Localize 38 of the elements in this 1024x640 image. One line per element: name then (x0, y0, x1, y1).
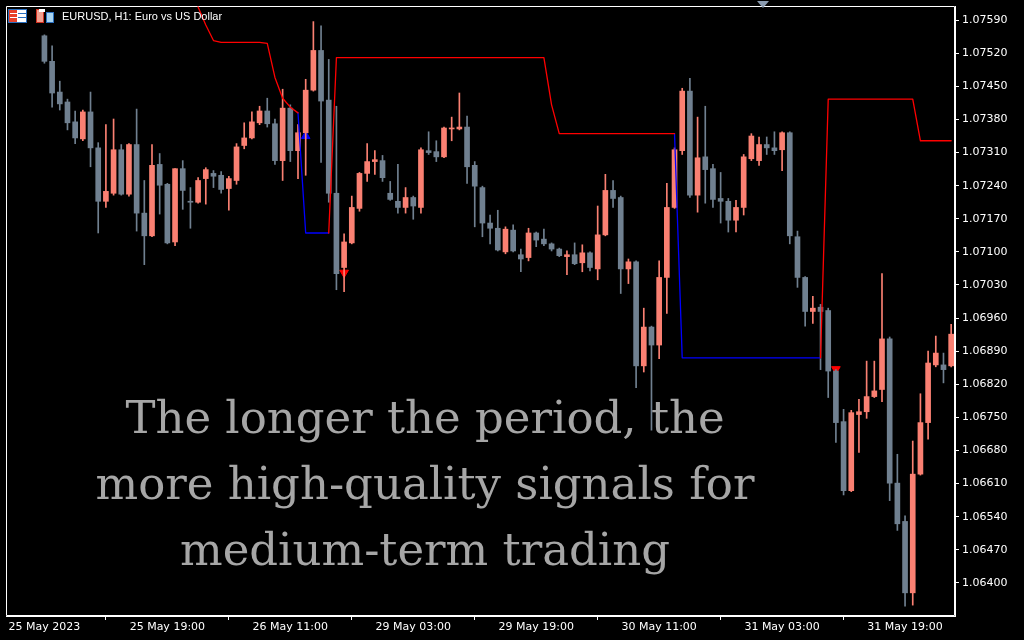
y-tick-label: 1.06960 (962, 310, 1008, 324)
y-tick-label: 1.07170 (962, 211, 1008, 225)
y-tick-label: 1.06540 (962, 509, 1008, 523)
candlestick (856, 399, 862, 453)
y-tick-label: 1.07590 (962, 13, 1008, 27)
x-tick-label: 29 May 03:00 (375, 620, 451, 634)
y-tick-label: 1.07310 (962, 145, 1008, 159)
x-tick-label: 25 May 19:00 (129, 620, 206, 634)
candlestick (763, 136, 770, 155)
candlestick (810, 296, 816, 324)
y-tick-label: 1.06750 (962, 410, 1008, 424)
candlestick (372, 150, 378, 175)
x-tick-label: 30 May 11:00 (621, 620, 697, 634)
x-tick-label: 31 May 19:00 (867, 620, 943, 634)
x-tick-label: 26 May 11:00 (252, 620, 329, 634)
y-tick-label: 1.06610 (962, 476, 1008, 490)
y-tick-label: 1.07100 (962, 244, 1008, 258)
y-tick-label: 1.07520 (962, 46, 1008, 60)
y-tick-label: 1.07450 (962, 79, 1008, 93)
candlestick (103, 124, 109, 208)
y-tick-label: 1.06680 (962, 443, 1008, 457)
candlestick (871, 360, 878, 398)
y-tick-label: 1.06470 (962, 542, 1008, 556)
x-tick-label: 29 May 19:00 (498, 620, 574, 634)
y-tick-label: 1.07380 (962, 112, 1008, 126)
annotation: The longer the period, the more high-quality signals for medium-term trading (94, 390, 756, 578)
y-tick-label: 1.07240 (962, 178, 1008, 192)
y-tick-label: 1.07030 (962, 277, 1008, 291)
candlestick (487, 214, 493, 245)
x-tick-label: 25 May 2023 (8, 620, 81, 634)
y-tick-label: 1.06400 (962, 575, 1008, 589)
x-tick-label: 31 May 03:00 (744, 620, 820, 634)
candlestick (518, 248, 524, 273)
candlestick (564, 250, 570, 275)
y-tick-label: 1.06890 (962, 344, 1008, 358)
y-tick-label: 1.06820 (962, 377, 1008, 391)
candlestick (395, 164, 401, 214)
candlestick (702, 105, 709, 204)
